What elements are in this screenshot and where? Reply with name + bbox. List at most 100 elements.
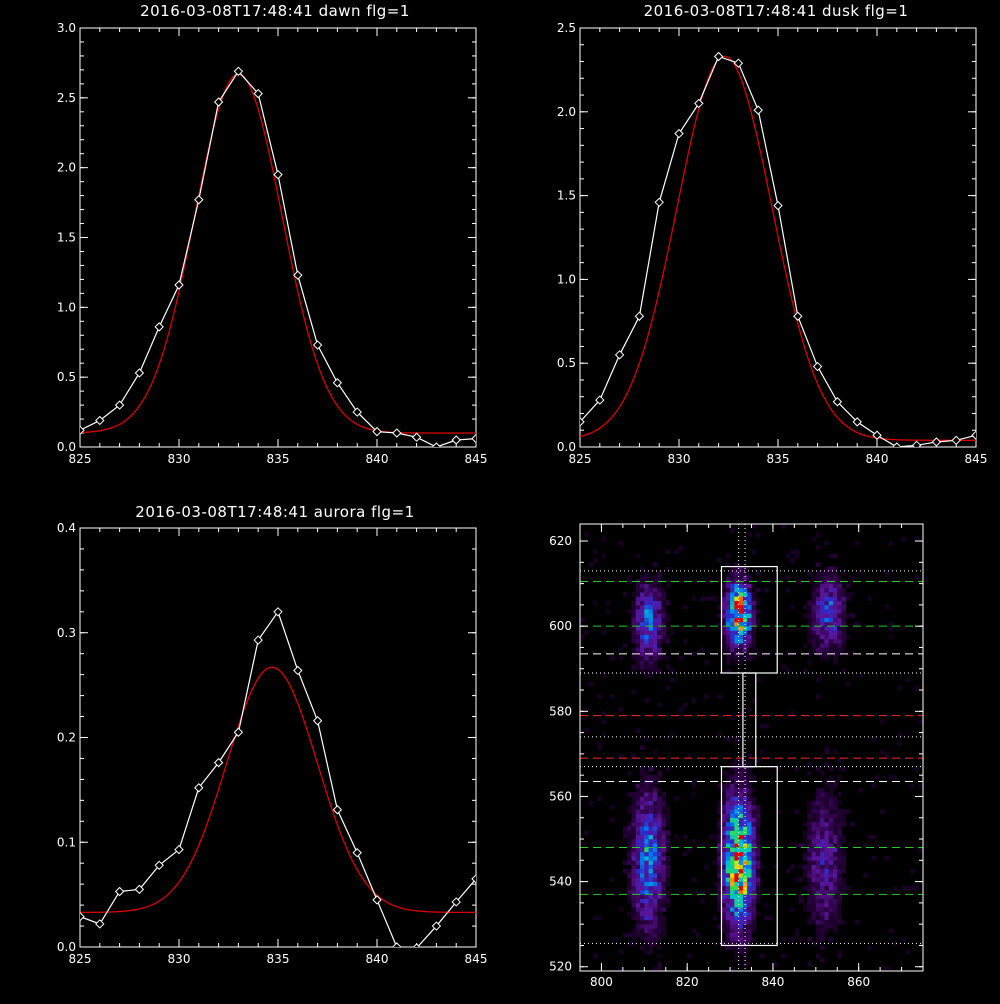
heatmap-cell: [635, 817, 641, 823]
heatmap-cell: [738, 949, 744, 955]
heatmap-cell: [717, 694, 722, 699]
heatmap-cell: [832, 822, 838, 827]
spectrogram-ytick-label: 560: [549, 789, 572, 803]
dawn-xtick-label: 840: [366, 452, 389, 466]
heatmap-cell: [721, 643, 727, 648]
heatmap-cell: [631, 809, 637, 814]
heatmap-cell: [820, 587, 825, 593]
heatmap-cell: [635, 860, 641, 865]
heatmap-cell: [648, 864, 654, 870]
heatmap-cell: [828, 924, 834, 929]
heatmap-cell: [665, 822, 671, 827]
heatmap-cell: [871, 736, 877, 742]
heatmap-cell: [631, 626, 637, 631]
heatmap-cell: [738, 758, 744, 763]
heatmap-cell: [635, 796, 641, 802]
heatmap-cell: [721, 647, 727, 653]
heatmap-cell: [734, 587, 739, 593]
heatmap-cell: [734, 566, 739, 572]
heatmap-cell: [811, 915, 817, 921]
heatmap-cell: [807, 800, 812, 806]
heatmap-cell: [657, 839, 662, 844]
heatmap-cell: [781, 953, 787, 959]
heatmap-cell: [665, 634, 671, 640]
heatmap-cell: [824, 651, 829, 657]
heatmap-cell: [725, 890, 731, 895]
heatmap-cell: [798, 864, 804, 870]
heatmap-cell: [730, 907, 735, 912]
heatmap-cell: [734, 864, 739, 870]
heatmap-cell: [820, 822, 825, 827]
heatmap-cell: [820, 817, 825, 823]
heatmap-cell: [717, 860, 722, 865]
heatmap-cell: [802, 864, 808, 870]
heatmap-cell: [601, 630, 607, 635]
heatmap-cell: [730, 919, 735, 925]
heatmap-cell: [824, 779, 829, 784]
heatmap-cell: [644, 621, 649, 627]
heatmap-cell: [648, 843, 654, 848]
heatmap-cell: [657, 945, 662, 951]
heatmap-cell: [635, 873, 641, 878]
heatmap-cell: [631, 915, 637, 921]
heatmap-cell: [811, 894, 817, 899]
heatmap-cell: [665, 583, 671, 589]
heatmap-cell: [648, 919, 654, 925]
heatmap-cell: [631, 817, 637, 823]
heatmap-cell: [755, 894, 761, 899]
heatmap-cell: [807, 630, 812, 635]
heatmap-cell: [644, 890, 649, 895]
heatmap-cell: [815, 617, 821, 623]
heatmap-cell: [661, 804, 667, 810]
heatmap-cell: [828, 873, 834, 878]
heatmap-cell: [657, 817, 662, 823]
heatmap-cell: [832, 809, 838, 814]
heatmap-cell: [627, 839, 632, 844]
heatmap-cell: [648, 924, 654, 929]
heatmap-cell: [742, 834, 748, 840]
heatmap-cell: [747, 868, 752, 874]
heatmap-cell: [648, 856, 654, 861]
heatmap-cell: [605, 600, 611, 606]
heatmap-cell: [712, 941, 718, 946]
heatmap-cell: [730, 528, 735, 533]
heatmap-cell: [610, 817, 615, 823]
heatmap-cell: [738, 613, 744, 618]
aurora-data-point: [134, 884, 145, 895]
heatmap-cell: [665, 881, 671, 887]
dusk-xtick-label: 825: [569, 452, 592, 466]
dusk-data-point: [773, 200, 783, 211]
heatmap-cell: [820, 873, 825, 878]
heatmap-cell: [820, 928, 825, 933]
heatmap-cell: [798, 579, 804, 584]
heatmap-cell: [820, 617, 825, 623]
aurora-data-point: [293, 665, 303, 676]
heatmap-cell: [738, 762, 744, 767]
heatmap-cell: [751, 851, 757, 857]
heatmap-cell: [837, 592, 842, 597]
heatmap-cell: [635, 907, 641, 912]
heatmap-cell: [640, 936, 645, 942]
heatmap-cell: [725, 638, 731, 644]
aurora-ytick-label: 0.3: [57, 626, 76, 640]
dusk-xtick-label: 835: [767, 452, 790, 466]
heatmap-cell: [640, 839, 645, 844]
heatmap-cell: [627, 609, 632, 614]
heatmap-cell: [725, 915, 731, 921]
heatmap-cell: [802, 643, 808, 648]
heatmap-cell: [811, 536, 817, 542]
heatmap-cell: [717, 830, 722, 836]
heatmap-cell: [721, 596, 727, 601]
heatmap-cell: [635, 617, 641, 623]
heatmap-cell: [837, 843, 842, 848]
heatmap-cell: [755, 677, 761, 682]
heatmap-cell: [730, 766, 735, 772]
heatmap-cell: [725, 847, 731, 853]
heatmap-cell: [841, 817, 847, 823]
heatmap-cell: [648, 894, 654, 899]
dusk-data-point: [872, 430, 882, 440]
heatmap-cell: [665, 804, 671, 810]
aurora-ytick-label: 0.1: [57, 835, 76, 849]
heatmap-cell: [631, 613, 637, 618]
heatmap-cell: [721, 856, 727, 861]
